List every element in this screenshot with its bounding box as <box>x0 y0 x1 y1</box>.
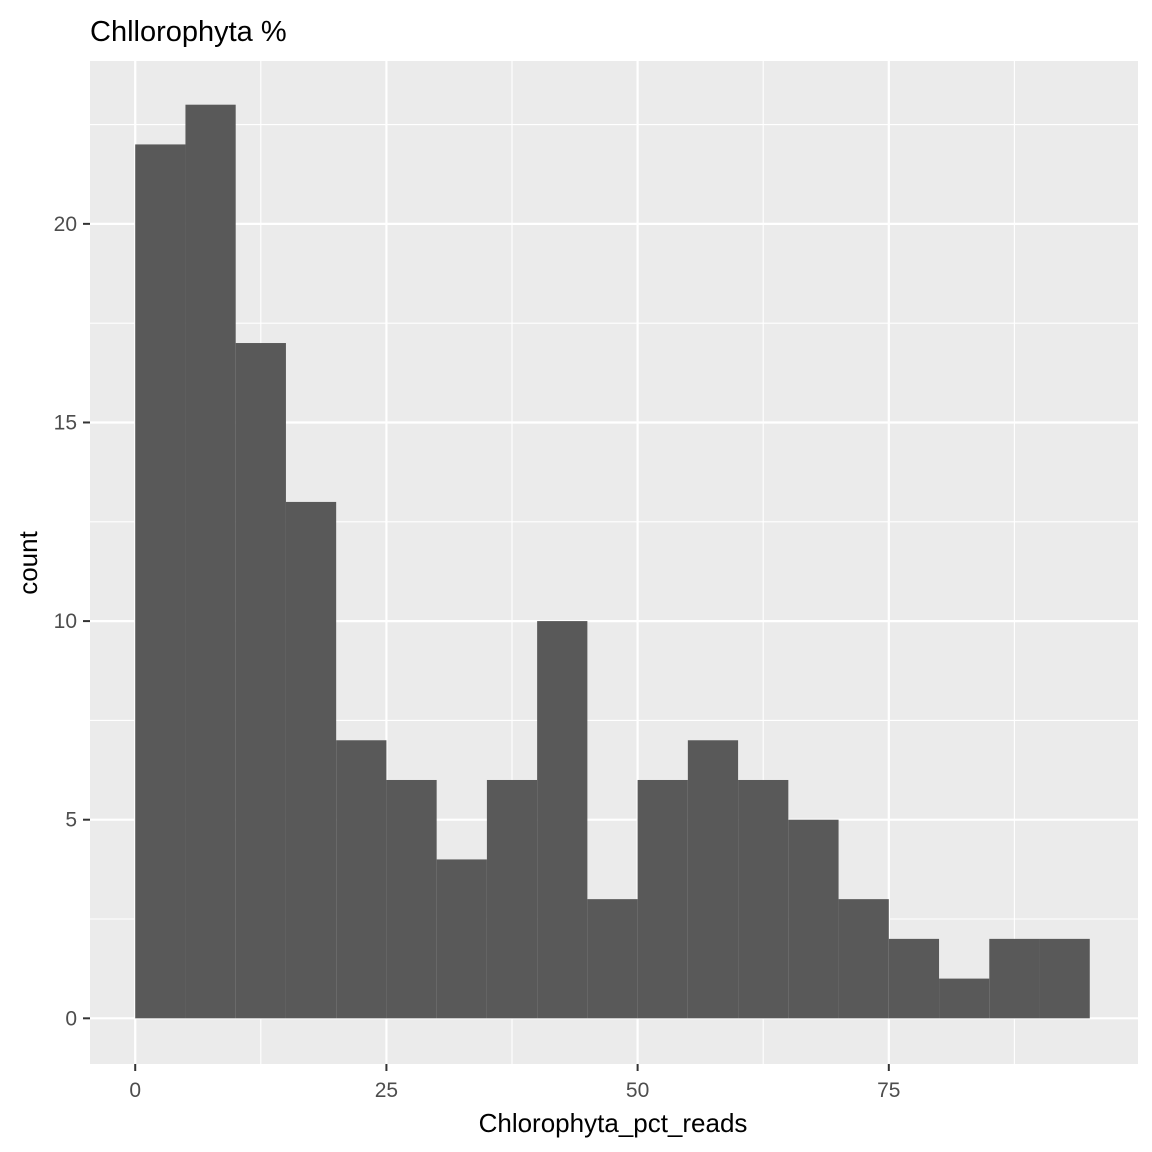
histogram-bar <box>386 779 437 1019</box>
histogram-bar <box>788 819 839 1019</box>
x-axis-title: Chlorophyta_pct_reads <box>479 1108 748 1138</box>
histogram-bars <box>135 104 1090 1019</box>
histogram-bar <box>838 899 889 1019</box>
x-tick-label: 50 <box>626 1079 649 1102</box>
x-tick-label: 75 <box>877 1079 900 1102</box>
y-axis-title: count <box>13 530 43 594</box>
histogram-bar <box>939 978 990 1019</box>
histogram-bar <box>1039 938 1090 1019</box>
y-tick-label: 5 <box>65 809 77 832</box>
histogram-bar <box>637 779 688 1019</box>
histogram-bar <box>336 740 387 1019</box>
histogram-bar <box>185 104 236 1019</box>
x-tick-label: 25 <box>375 1079 398 1102</box>
histogram-bar <box>738 779 789 1019</box>
histogram-bar <box>537 621 588 1019</box>
y-tick-label: 10 <box>54 610 77 633</box>
histogram-bar <box>486 779 538 1019</box>
histogram-bar <box>235 343 286 1019</box>
histogram-bar <box>285 501 337 1019</box>
histogram-bar <box>888 938 940 1019</box>
y-tick-label: 0 <box>65 1007 77 1030</box>
histogram-bar <box>587 899 638 1019</box>
histogram-bar <box>135 144 186 1019</box>
y-axis-ticks: 0 5 10 15 20 <box>54 213 90 1030</box>
y-tick-label: 20 <box>54 213 77 236</box>
histogram-bar <box>989 938 1040 1019</box>
histogram-bar <box>687 740 739 1019</box>
histogram-bar <box>436 859 487 1019</box>
chart-title: Chllorophyta % <box>90 16 287 48</box>
x-tick-label: 0 <box>129 1079 141 1102</box>
x-axis-ticks: 0 25 50 75 <box>129 1064 900 1102</box>
y-tick-label: 15 <box>54 411 77 434</box>
